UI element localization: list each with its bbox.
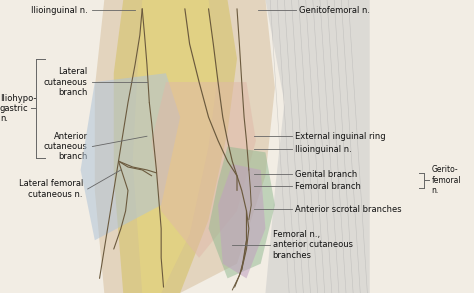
Polygon shape (209, 146, 275, 278)
Polygon shape (152, 82, 256, 258)
Text: Iliohypo-
gastric
n.: Iliohypo- gastric n. (0, 93, 36, 123)
Text: Lateral femoral
cutaneous n.: Lateral femoral cutaneous n. (18, 179, 83, 199)
Text: Anterior
cutaneous
branch: Anterior cutaneous branch (44, 132, 88, 161)
Polygon shape (81, 73, 180, 240)
Polygon shape (218, 164, 265, 278)
Polygon shape (95, 0, 275, 293)
Text: Ilioinguinal n.: Ilioinguinal n. (31, 6, 88, 15)
Text: Gerito-
femoral
n.: Gerito- femoral n. (431, 165, 461, 195)
Text: Ilioinguinal n.: Ilioinguinal n. (295, 145, 352, 154)
Polygon shape (133, 0, 218, 293)
Text: Femoral n.,
anterior cutaneous
branches: Femoral n., anterior cutaneous branches (273, 230, 353, 260)
Text: Femoral branch: Femoral branch (295, 182, 361, 190)
Text: Lateral
cutaneous
branch: Lateral cutaneous branch (44, 67, 88, 97)
Text: Genitofemoral n.: Genitofemoral n. (299, 6, 370, 15)
Text: Anterior scrotal branches: Anterior scrotal branches (295, 205, 401, 214)
Text: External inguinal ring: External inguinal ring (295, 132, 385, 141)
Polygon shape (114, 0, 237, 293)
Polygon shape (265, 0, 370, 293)
Text: Genital branch: Genital branch (295, 170, 357, 179)
